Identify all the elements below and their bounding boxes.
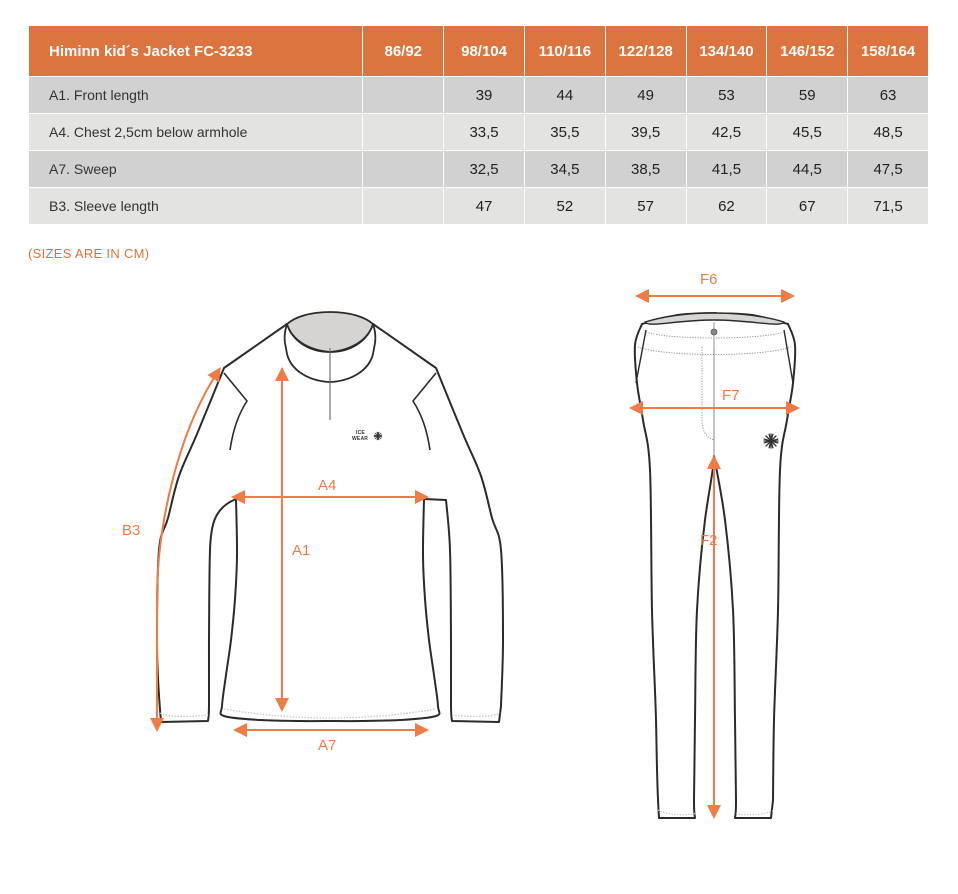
svg-text:F6: F6 <box>700 271 718 288</box>
svg-text:B3: B3 <box>122 522 140 539</box>
svg-text:WEAR: WEAR <box>352 436 368 442</box>
svg-text:A7: A7 <box>318 737 336 754</box>
svg-text:A4: A4 <box>318 477 336 494</box>
svg-text:F2: F2 <box>700 532 718 549</box>
svg-text:A1: A1 <box>292 542 310 559</box>
svg-text:F7: F7 <box>722 387 740 404</box>
